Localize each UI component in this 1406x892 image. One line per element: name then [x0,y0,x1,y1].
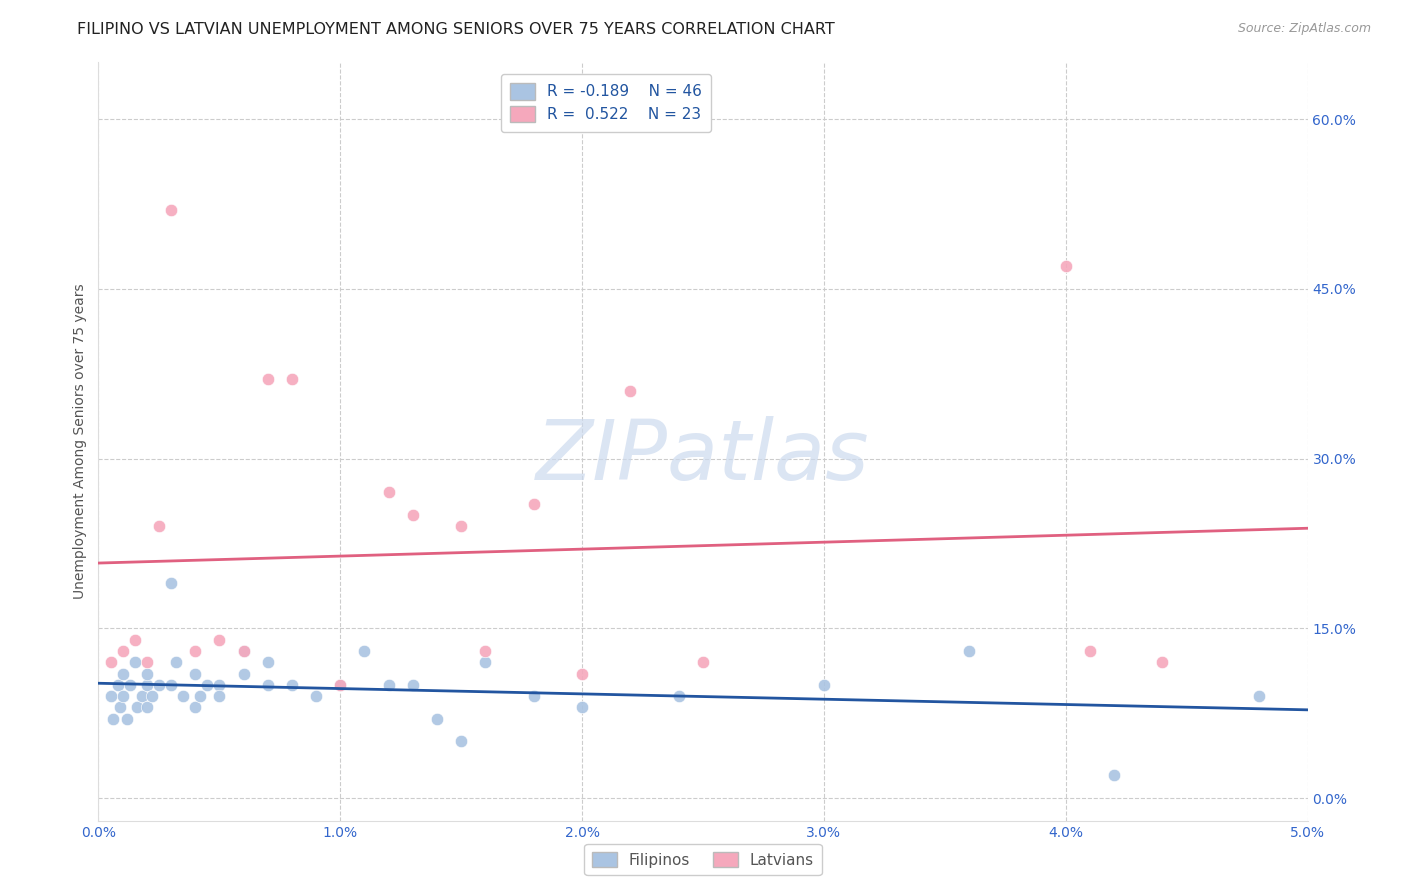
Point [100,655,122,669]
Text: Source: ZipAtlas.com: Source: ZipAtlas.com [1237,22,1371,36]
Point [1054,259,1077,273]
Point [571,700,593,714]
Point [1249,689,1271,703]
Point [256,678,278,692]
Point [523,689,546,703]
Point [668,689,690,703]
Point [523,497,546,511]
Point [184,666,207,681]
Point [232,666,254,681]
Point [329,678,352,692]
Point [329,678,352,692]
Y-axis label: Unemployment Among Seniors over 75 years: Unemployment Among Seniors over 75 years [73,284,87,599]
Point [957,644,980,658]
Point [1102,768,1125,782]
Point [124,632,146,647]
Point [124,655,146,669]
Point [184,644,207,658]
Point [101,712,124,726]
Point [426,712,449,726]
Point [1152,655,1174,669]
Point [108,700,131,714]
Point [402,678,425,692]
Point [117,712,139,726]
Point [100,689,122,703]
Point [111,689,134,703]
Point [135,666,157,681]
Point [474,655,496,669]
Point [148,678,170,692]
Point [172,689,194,703]
Point [135,655,157,669]
Point [188,689,211,703]
Point [135,700,157,714]
Point [208,678,231,692]
Point [353,644,375,658]
Point [571,666,593,681]
Point [135,678,157,692]
Point [305,689,328,703]
Point [281,372,304,386]
Legend: R = -0.189    N = 46, R =  0.522    N = 23: R = -0.189 N = 46, R = 0.522 N = 23 [502,74,711,132]
Point [160,576,183,591]
Point [450,519,472,533]
Point [111,666,134,681]
Point [208,632,231,647]
Point [232,644,254,658]
Point [127,700,149,714]
Point [450,734,472,748]
Point [619,384,641,398]
Point [118,678,141,692]
Point [256,372,278,386]
Point [160,678,183,692]
Point [131,689,153,703]
Point [195,678,218,692]
Point [474,644,496,658]
Point [402,508,425,522]
Text: ZIPatlas: ZIPatlas [536,417,870,497]
Point [281,678,304,692]
Point [111,644,134,658]
Point [107,678,129,692]
Point [377,485,399,500]
Text: FILIPINO VS LATVIAN UNEMPLOYMENT AMONG SENIORS OVER 75 YEARS CORRELATION CHART: FILIPINO VS LATVIAN UNEMPLOYMENT AMONG S… [77,22,835,37]
Point [813,678,835,692]
Point [160,202,183,217]
Point [232,644,254,658]
Point [184,700,207,714]
Point [148,519,170,533]
Point [208,689,231,703]
Point [256,655,278,669]
Point [165,655,187,669]
Legend: Filipinos, Latvians: Filipinos, Latvians [585,844,821,875]
Point [692,655,714,669]
Point [141,689,163,703]
Point [377,678,399,692]
Point [1078,644,1101,658]
